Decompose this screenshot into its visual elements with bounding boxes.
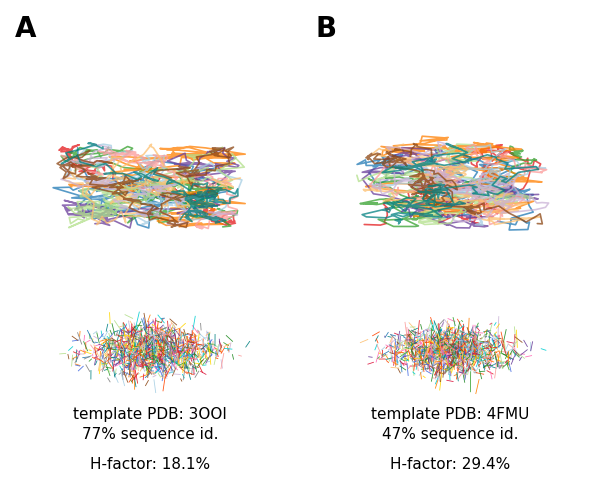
Text: template PDB: 3OOI: template PDB: 3OOI	[73, 406, 227, 421]
Text: H-factor: 29.4%: H-factor: 29.4%	[390, 456, 510, 471]
Text: H-factor: 18.1%: H-factor: 18.1%	[90, 456, 210, 471]
Text: template PDB: 4FMU: template PDB: 4FMU	[371, 406, 529, 421]
Text: A: A	[15, 15, 37, 43]
Text: 47% sequence id.: 47% sequence id.	[382, 426, 518, 441]
Text: 77% sequence id.: 77% sequence id.	[82, 426, 218, 441]
Text: B: B	[315, 15, 336, 43]
